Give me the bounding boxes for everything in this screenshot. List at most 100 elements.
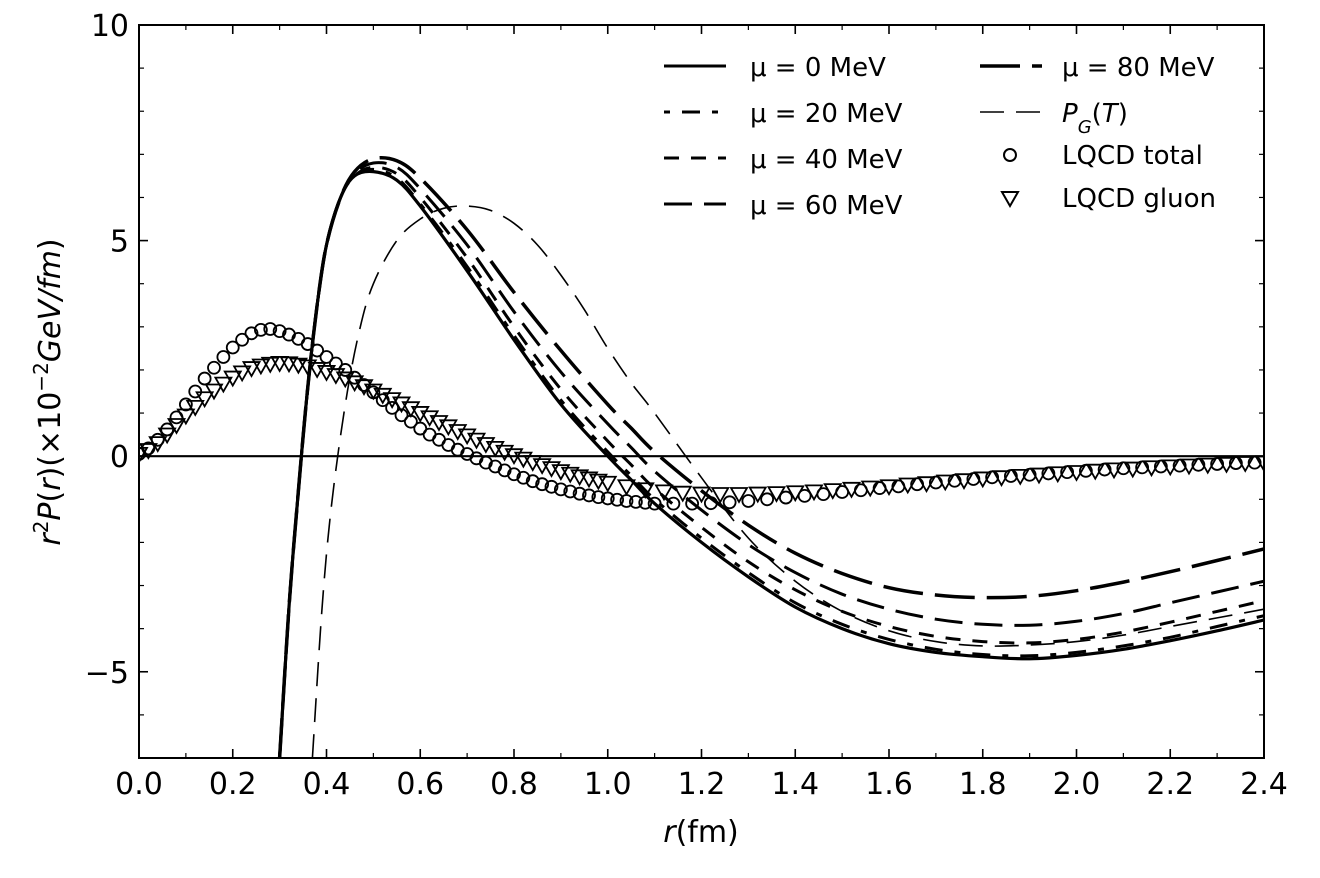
y-tick-label: −5 — [85, 656, 129, 691]
lqcd-gluon-point — [1160, 459, 1180, 477]
x-tick-label: 0.2 — [209, 767, 257, 802]
lqcd-total-point — [338, 363, 353, 377]
lqcd-gluon-point — [373, 387, 393, 405]
lqcd-gluon-point — [270, 356, 290, 373]
lqcd-gluon-point — [438, 419, 458, 437]
legend-marker-gluon — [1000, 191, 1020, 209]
lqcd-gluon-point — [232, 365, 252, 383]
lqcd-gluon-point — [616, 479, 637, 497]
legend: μ = 0 MeV μ = 20 MeV μ = 40 MeV μ = 60 M… — [664, 53, 1216, 221]
x-tick-label: 0.0 — [115, 767, 163, 802]
lqcd-gluon-point — [1141, 460, 1162, 478]
lqcd-gluon-point — [251, 358, 271, 376]
lqcd-gluon-point — [195, 391, 215, 409]
lqcd-gluon-point — [898, 477, 918, 495]
lqcd-gluon-point — [1179, 458, 1199, 476]
legend-label-mu20: μ = 20 MeV — [750, 99, 903, 129]
x-tick-label: 0.4 — [303, 767, 351, 802]
lqcd-total-point — [160, 422, 175, 437]
lqcd-total-point — [628, 494, 643, 509]
lqcd-gluon-point — [223, 370, 243, 388]
series-line-1 — [278, 167, 1264, 758]
x-tick-label: 0.6 — [396, 767, 444, 802]
lqcd-gluon-point — [1254, 455, 1264, 473]
lqcd-gluon-point — [420, 410, 440, 428]
lqcd-gluon-point — [363, 383, 383, 401]
lqcd-gluon-point — [354, 379, 374, 397]
legend-marker-total — [1003, 148, 1017, 162]
lqcd-gluon-point — [860, 480, 880, 498]
series-line-4 — [277, 155, 1264, 758]
lqcd-total-point — [300, 337, 315, 351]
lqcd-gluon-point — [766, 486, 787, 503]
x-tick-label: 2.4 — [1240, 767, 1288, 802]
lqcd-total-point — [319, 350, 334, 364]
lqcd-total-point — [1078, 463, 1093, 478]
lqcd-total-point — [1060, 465, 1075, 480]
y-axis-label: r2P(r)(×10−2GeV/fm) — [29, 238, 68, 545]
lqcd-gluon-point — [166, 418, 187, 435]
lqcd-total-point — [563, 484, 578, 499]
lqcd-gluon-point — [635, 482, 655, 500]
lqcd-gluon-point — [1216, 456, 1237, 474]
lqcd-gluon-point — [204, 383, 224, 401]
lqcd-total-point — [1135, 460, 1150, 475]
lqcd-total-point — [722, 495, 737, 510]
lqcd-total-point — [741, 494, 756, 508]
lqcd-gluon-point — [213, 376, 233, 394]
lqcd-gluon-point — [157, 427, 177, 445]
lqcd-gluon-point — [185, 399, 205, 417]
lqcd-total-point — [525, 474, 540, 489]
lqcd-total-point — [1116, 461, 1131, 476]
lqcd-gluon-point — [785, 485, 805, 503]
x-tick-label: 1.2 — [678, 767, 726, 802]
lqcd-gluon-point — [691, 486, 712, 504]
x-tick-label: 2.0 — [1053, 767, 1101, 802]
lqcd-total-point — [253, 322, 268, 337]
lqcd-total-point — [582, 488, 596, 503]
lqcd-total-point — [685, 496, 700, 511]
lqcd-gluon-point — [148, 436, 168, 453]
lqcd-gluon-point — [973, 471, 993, 489]
lqcd-gluon-point — [654, 484, 674, 502]
x-tick-label: 1.6 — [865, 767, 913, 802]
x-axis-label: r(fm) — [663, 815, 739, 850]
lqcd-gluon-point — [1104, 462, 1124, 480]
lqcd-gluon-point — [241, 361, 262, 378]
lqcd-total-point — [985, 470, 1000, 485]
legend-label-mu80: μ = 80 MeV — [1062, 53, 1215, 83]
lqcd-total-point — [216, 350, 231, 364]
lqcd-gluon-point — [401, 401, 421, 418]
lqcd-total-point — [591, 490, 606, 505]
lqcd-total-point — [207, 360, 221, 375]
lqcd-gluon-point — [598, 475, 618, 493]
lqcd-total-point — [178, 397, 193, 412]
lqcd-total-point — [535, 477, 550, 492]
lqcd-total-point — [244, 326, 259, 341]
lqcd-gluon-point — [410, 406, 430, 423]
lqcd-gluon-point — [448, 424, 468, 441]
x-tick-label: 2.2 — [1146, 767, 1194, 802]
lqcd-total-point — [760, 492, 775, 507]
lqcd-total-point — [225, 340, 240, 355]
legend-label-pg: PG(T) — [1062, 99, 1128, 138]
lqcd-gluon-point — [1235, 456, 1255, 473]
lqcd-total-point — [1041, 466, 1056, 481]
lqcd-total-point — [778, 490, 793, 505]
series-line-5 — [311, 205, 1264, 758]
lqcd-total-point — [1097, 462, 1112, 477]
lqcd-gluon-point — [710, 487, 730, 504]
legend-label-mu60: μ = 60 MeV — [750, 191, 903, 221]
lqcd-gluon-point — [673, 485, 693, 503]
lqcd-total-point — [703, 496, 718, 511]
x-tick-label: 0.8 — [490, 767, 538, 802]
lqcd-total-point — [544, 479, 559, 494]
lqcd-gluon-point — [1066, 465, 1087, 482]
lqcd-gluon-point — [1123, 461, 1143, 479]
lqcd-gluon-point — [139, 446, 149, 464]
lqcd-gluon-point — [879, 479, 899, 497]
lqcd-total-point — [666, 496, 681, 511]
lqcd-total-point — [197, 371, 212, 386]
lqcd-total-point — [1247, 455, 1262, 470]
